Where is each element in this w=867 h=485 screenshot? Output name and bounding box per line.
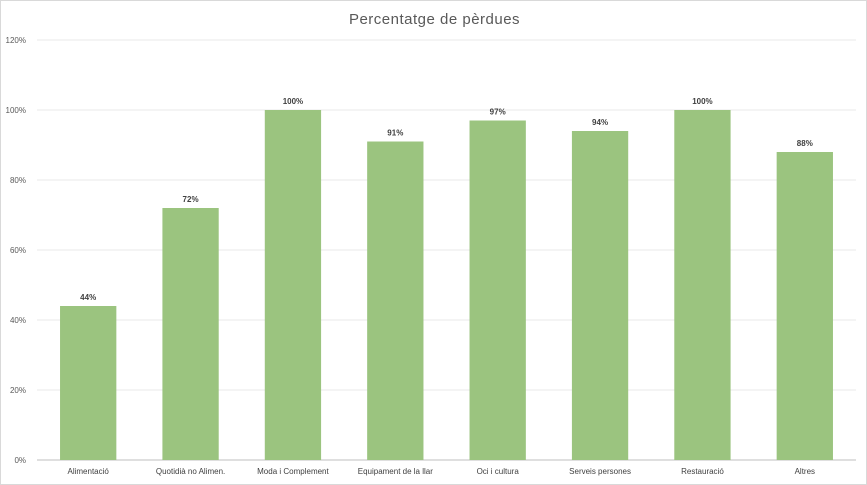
- y-tick-label: 60%: [10, 246, 26, 255]
- data-labels: 44% 72% 100% 91% 97% 94% 100% 88%: [80, 97, 813, 302]
- data-label: 100%: [283, 97, 303, 106]
- y-axis-ticks: 0% 20% 40% 60% 80% 100% 120%: [6, 36, 26, 465]
- y-tick-label: 80%: [10, 176, 26, 185]
- y-tick-label: 120%: [6, 36, 26, 45]
- category-labels: Alimentació Quotidià no Alimen. Moda i Com…: [68, 467, 816, 476]
- category-label: Quotidià no Alimen.: [156, 467, 225, 476]
- bar: [60, 306, 117, 460]
- bar: [264, 110, 322, 460]
- category-label: Alimentació: [68, 467, 110, 476]
- data-label: 100%: [692, 97, 712, 106]
- category-label: Oci i cultura: [477, 467, 520, 476]
- y-tick-label: 40%: [10, 316, 26, 325]
- data-label: 91%: [387, 129, 403, 138]
- category-label: Restauració: [681, 467, 724, 476]
- bar: [776, 152, 833, 460]
- data-label: 72%: [183, 195, 199, 204]
- bar: [367, 141, 424, 460]
- data-label: 44%: [80, 293, 96, 302]
- category-label: Moda i Complement: [257, 467, 329, 476]
- y-tick-label: 100%: [6, 106, 26, 115]
- data-label: 94%: [592, 118, 608, 127]
- bar: [571, 131, 629, 460]
- category-label: Equipament de la llar: [358, 467, 433, 476]
- gridlines: [37, 39, 856, 461]
- bar: [162, 208, 219, 460]
- bars: [60, 110, 833, 460]
- chart-title: Percentatge de pèrdues: [349, 11, 520, 28]
- data-label: 97%: [490, 108, 506, 117]
- y-tick-label: 0%: [14, 456, 26, 465]
- category-label: Serveis persones: [569, 467, 631, 476]
- y-tick-label: 20%: [10, 386, 26, 395]
- bar: [674, 110, 731, 460]
- bar: [469, 120, 526, 460]
- data-label: 88%: [797, 139, 813, 148]
- category-label: Altres: [795, 467, 815, 476]
